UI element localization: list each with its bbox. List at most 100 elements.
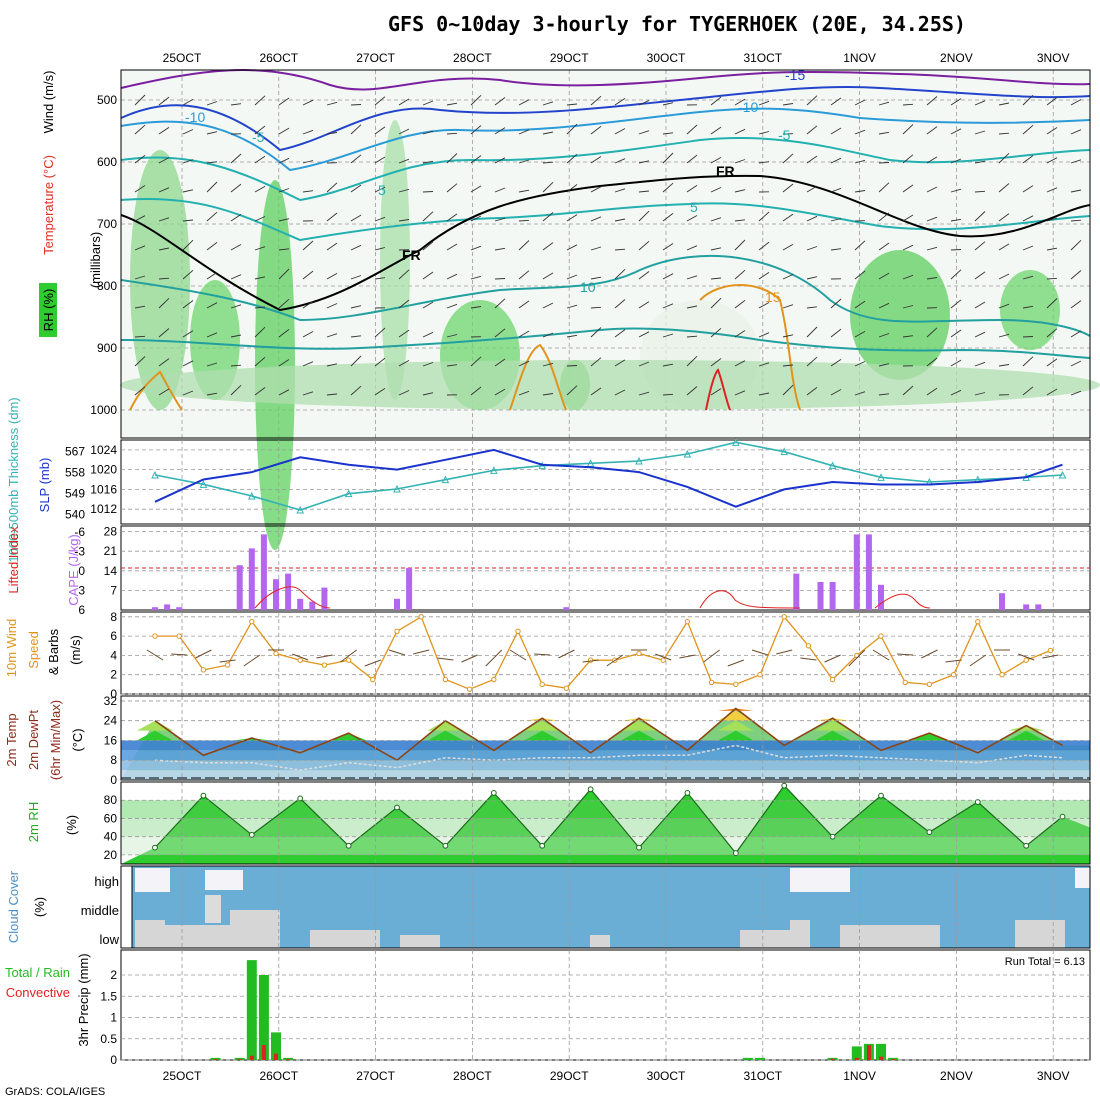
wind-barb [854, 190, 866, 193]
wind-barb [182, 159, 194, 164]
wind-barb [614, 299, 626, 309]
rh-axis-label: RH (%) [41, 289, 56, 332]
wind-barb [134, 305, 146, 309]
wind-barb [1046, 388, 1058, 396]
rh-axis-label: 2m RH [26, 802, 41, 842]
wind-barb [206, 272, 218, 280]
wind-barb [446, 153, 458, 164]
wind-barb [878, 302, 890, 309]
wind-barb [710, 217, 722, 222]
wind-axis-label: Wind (m/s) [41, 71, 56, 134]
wind-barb [470, 125, 482, 135]
wind-barb [206, 362, 218, 367]
wind-barb [590, 186, 602, 193]
pressure-axis-label: (millibars) [88, 232, 103, 288]
wind-barb [278, 268, 290, 280]
wind-barb [302, 300, 314, 309]
cape-bar [321, 587, 328, 610]
wind-barb [758, 392, 770, 396]
cloud-cover-panel: high middle low Cloud Cover (%) [6, 865, 1091, 949]
wind-barb [182, 360, 194, 367]
thickness-tick-label: 567 [65, 445, 85, 459]
wind-barb [782, 364, 794, 367]
wind-barb [782, 274, 794, 280]
wind-barb [350, 335, 362, 338]
wind-barb [134, 275, 146, 280]
surface-wind-barb [558, 649, 575, 659]
contour-label: -5 [778, 127, 791, 143]
wind-axis-label: & Barbs [46, 628, 61, 675]
wind-speed-marker [321, 662, 328, 668]
wind-barb [182, 129, 194, 135]
wind-barb [710, 297, 722, 309]
wind-barb [686, 154, 698, 164]
wind-barb [278, 359, 290, 367]
temperature-contour [120, 255, 1091, 337]
wind-barb [566, 123, 578, 135]
wind-barb [518, 240, 530, 251]
slp-tick-label: 1024 [90, 443, 117, 457]
wind-barb [494, 278, 506, 280]
wind-barb [398, 158, 410, 164]
wind-barb [518, 159, 530, 164]
wind-barb [806, 306, 818, 309]
wind-barb [1022, 245, 1034, 251]
bottom-date-label: 28OCT [453, 1069, 492, 1083]
wind-barb [830, 389, 842, 396]
wind-barb [494, 187, 506, 193]
wind-barb [398, 98, 410, 106]
wind-barb [638, 271, 650, 280]
wind-speed-marker [636, 650, 642, 657]
wind-barb [566, 153, 578, 164]
wind-speed-marker [757, 672, 763, 678]
wind-barb [422, 331, 434, 338]
wind-speed-marker [950, 672, 957, 678]
wind-barb [278, 127, 290, 135]
bottom-date-label: 30OCT [647, 1069, 686, 1083]
wind-barb [1070, 360, 1082, 367]
wind-barb [398, 219, 410, 222]
rh-tick-label: 40 [104, 830, 118, 844]
wind-barb [350, 244, 362, 251]
wind-speed-marker [200, 667, 207, 673]
wind-barb [206, 181, 218, 193]
temp-tick-label: 16 [104, 733, 118, 747]
bottom-date-label: 29OCT [550, 1069, 589, 1083]
wind-barb [878, 212, 890, 222]
wind-barb [998, 102, 1010, 106]
wind-barb [734, 330, 746, 338]
wind-speed-marker [1023, 657, 1029, 663]
wind-barb [182, 269, 194, 280]
wind-barb [662, 333, 674, 338]
wind-barb [806, 276, 818, 280]
wind-barb [590, 276, 602, 280]
wind-barb [422, 130, 434, 135]
cape-bar [285, 573, 292, 610]
rh-marker [587, 786, 594, 793]
low-cloud-patch [840, 925, 940, 948]
wind-barb [830, 328, 842, 338]
wind-barb [542, 131, 554, 135]
wind-barb [278, 248, 290, 251]
li-axis-label: Lifted Index [6, 526, 21, 594]
wind-barb [614, 128, 626, 135]
precip-total-bar [283, 1057, 294, 1060]
wind-barb [638, 391, 650, 396]
temp-line [154, 707, 1063, 762]
cape-bar [176, 607, 183, 610]
wind-barb [974, 130, 986, 135]
rh-contour-fill [380, 120, 410, 400]
wind-barb [758, 211, 770, 222]
wind-barb [302, 99, 314, 106]
wind-barb [638, 240, 650, 251]
wind-barb [182, 330, 194, 338]
top-date-label: 25OCT [163, 51, 202, 65]
wind-barb [398, 299, 410, 309]
wind-barb [158, 328, 170, 338]
precip-convective-bar [891, 1059, 896, 1060]
wind-barb [542, 212, 554, 222]
wind-barb [134, 124, 146, 135]
surface-wind-barb [219, 659, 236, 663]
wind-barb [254, 326, 266, 338]
wind-barb [806, 155, 818, 164]
